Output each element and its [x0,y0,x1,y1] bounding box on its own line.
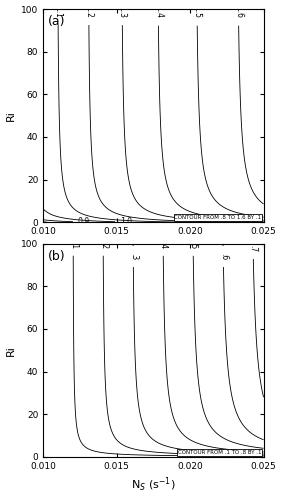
Text: CONTOUR FROM .1 TO .8 BY .1: CONTOUR FROM .1 TO .8 BY .1 [178,450,261,454]
Text: .3: .3 [129,253,138,260]
Text: .5: .5 [189,242,198,249]
Text: 1.3: 1.3 [118,6,127,18]
Text: .1: .1 [69,242,78,249]
Y-axis label: Ri: Ri [6,345,16,356]
Text: 1.4: 1.4 [154,6,163,18]
Text: 1.5: 1.5 [192,6,202,18]
Text: 1.6: 1.6 [234,6,243,18]
Text: .2: .2 [99,242,108,249]
Text: 1.0: 1.0 [120,218,132,226]
X-axis label: N$_S$ (s$^{-1}$): N$_S$ (s$^{-1}$) [131,476,176,494]
Text: (b): (b) [48,250,65,263]
Text: (a): (a) [48,16,65,28]
Text: CONTOUR FROM .8 TO 1.6 BY .1: CONTOUR FROM .8 TO 1.6 BY .1 [174,215,261,220]
Text: 0.9: 0.9 [78,218,90,226]
Text: .7: .7 [248,245,258,252]
Text: .4: .4 [158,242,168,249]
Y-axis label: Ri: Ri [6,110,16,121]
Text: .6: .6 [219,253,228,260]
Text: 1.2: 1.2 [84,6,93,18]
Text: 1.1: 1.1 [54,6,63,18]
